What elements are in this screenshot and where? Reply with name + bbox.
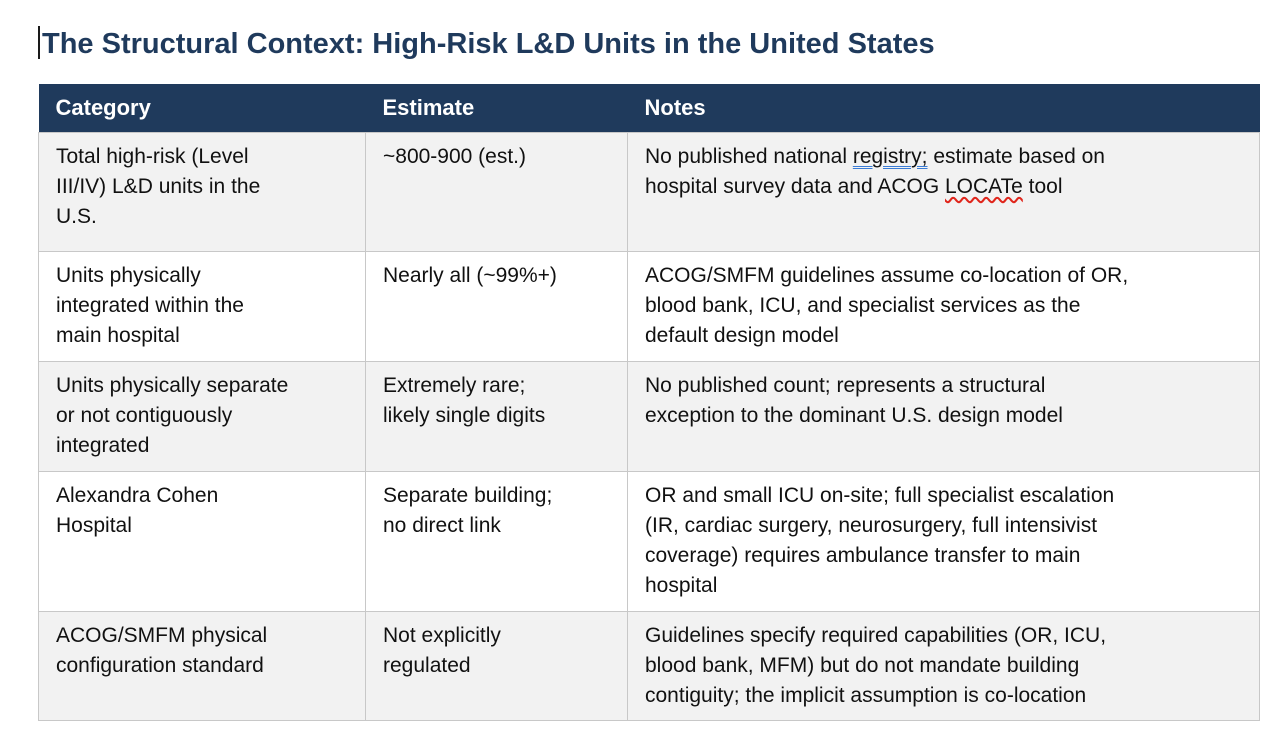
notes-cell[interactable]: No published count; represents a structu… — [627, 360, 1260, 472]
category-cell[interactable]: Units physically separate or not contigu… — [38, 360, 366, 472]
notes-cell[interactable]: ACOG/SMFM guidelines assume co-location … — [627, 250, 1260, 362]
table-row: Units physically integrated within the m… — [38, 250, 1260, 362]
estimate-cell[interactable]: Not explicitly regulated — [365, 610, 628, 721]
notes-text: estimate based on hospital survey data a… — [645, 144, 1105, 198]
table-row: Alexandra Cohen Hospital Separate buildi… — [38, 470, 1260, 612]
table-row: Total high-risk (Level III/IV) L&D units… — [38, 131, 1260, 252]
category-cell[interactable]: Total high-risk (Level III/IV) L&D units… — [38, 131, 366, 252]
column-header-category[interactable]: Category — [38, 84, 366, 132]
table-row: ACOG/SMFM physical configuration standar… — [38, 610, 1260, 721]
category-cell[interactable]: ACOG/SMFM physical configuration standar… — [38, 610, 366, 721]
column-header-notes[interactable]: Notes — [627, 84, 1260, 132]
page-title[interactable]: The Structural Context: High-Risk L&D Un… — [38, 26, 1259, 62]
grammar-underline-text[interactable]: registry; — [852, 144, 928, 168]
category-cell[interactable]: Units physically integrated within the m… — [38, 250, 366, 362]
notes-text: tool — [1022, 174, 1063, 198]
page-title-text: The Structural Context: High-Risk L&D Un… — [42, 28, 935, 60]
table-row: Units physically separate or not contigu… — [38, 360, 1260, 472]
table-header-row: Category Estimate Notes — [38, 84, 1260, 132]
category-cell[interactable]: Alexandra Cohen Hospital — [38, 470, 366, 612]
estimate-cell[interactable]: Extremely rare; likely single digits — [365, 360, 628, 472]
notes-cell[interactable]: OR and small ICU on-site; full specialis… — [627, 470, 1260, 612]
spellcheck-underline-text[interactable]: LOCATe — [945, 174, 1023, 198]
structure-table: Category Estimate Notes Total high-risk … — [38, 84, 1260, 721]
column-header-estimate[interactable]: Estimate — [365, 84, 628, 132]
estimate-cell[interactable]: Nearly all (~99%+) — [365, 250, 628, 362]
notes-cell[interactable]: Guidelines specify required capabilities… — [627, 610, 1260, 721]
estimate-cell[interactable]: ~800-900 (est.) — [365, 131, 628, 252]
estimate-cell[interactable]: Separate building; no direct link — [365, 470, 628, 612]
document-page: The Structural Context: High-Risk L&D Un… — [38, 26, 1260, 721]
notes-cell[interactable]: No published national registry; estimate… — [627, 131, 1260, 252]
notes-text: No published national — [645, 144, 853, 168]
text-caret — [38, 26, 40, 59]
